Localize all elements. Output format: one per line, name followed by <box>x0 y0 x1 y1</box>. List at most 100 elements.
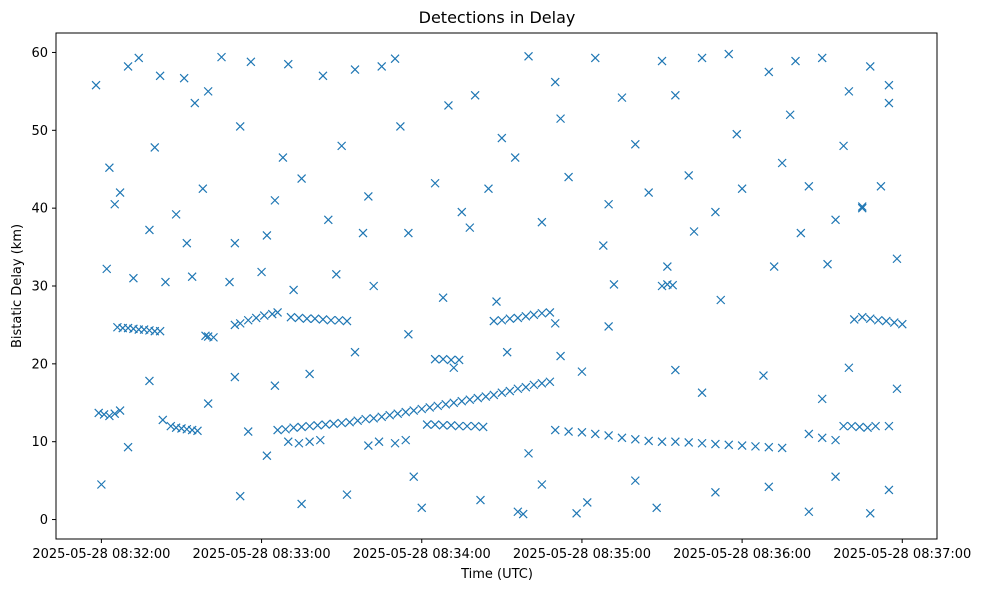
data-point <box>492 297 501 306</box>
data-point <box>262 451 272 461</box>
data-point <box>198 184 208 194</box>
data-point <box>889 318 899 328</box>
data-point <box>353 416 363 426</box>
data-point <box>363 441 373 451</box>
data-point <box>267 309 277 319</box>
data-point <box>529 310 539 320</box>
data-point <box>179 73 189 83</box>
data-point <box>417 404 427 414</box>
data-point <box>438 293 448 303</box>
data-point <box>203 86 213 96</box>
data-point <box>604 431 614 440</box>
data-point <box>831 472 840 482</box>
data-point <box>652 503 662 513</box>
x-tick-label: 2025-05-28 08:33:00 <box>193 547 331 562</box>
data-point <box>529 380 539 390</box>
data-point <box>281 424 291 434</box>
points-layer <box>91 49 907 519</box>
data-point <box>473 393 483 403</box>
y-tick-label: 20 <box>31 357 48 372</box>
data-point <box>481 392 491 401</box>
data-point <box>273 425 283 435</box>
data-point <box>857 202 867 212</box>
data-point <box>425 403 435 412</box>
data-point <box>422 420 432 429</box>
y-tick-label: 0 <box>40 513 48 528</box>
data-point <box>839 421 848 431</box>
data-point <box>630 476 640 486</box>
data-point <box>182 238 192 248</box>
data-point <box>150 143 160 152</box>
data-point <box>697 438 707 448</box>
data-point <box>251 313 261 323</box>
data-point <box>844 363 854 373</box>
data-point <box>844 86 854 96</box>
data-point <box>697 53 707 63</box>
data-point <box>484 184 493 194</box>
data-point <box>134 53 144 63</box>
data-point <box>577 367 587 377</box>
data-point <box>393 409 403 419</box>
x-axis: 2025-05-28 08:32:00 2025-05-28 08:33:00 20… <box>32 539 971 562</box>
data-point <box>831 215 840 225</box>
data-point <box>246 57 256 67</box>
data-point <box>892 254 902 264</box>
data-point <box>564 427 574 436</box>
x-tick-label: 2025-05-28 08:37:00 <box>833 547 971 562</box>
data-point <box>497 315 507 325</box>
data-point <box>865 62 875 71</box>
data-point <box>847 421 856 431</box>
data-point <box>724 49 734 59</box>
data-point <box>171 209 181 219</box>
data-point <box>305 369 315 379</box>
data-point <box>230 372 240 382</box>
data-point <box>104 163 114 173</box>
data-point <box>489 390 499 400</box>
data-point <box>524 448 533 458</box>
data-point <box>759 371 768 380</box>
data-point <box>155 326 165 336</box>
data-point <box>278 153 288 162</box>
data-point <box>670 437 680 447</box>
data-point <box>863 423 873 433</box>
data-point <box>433 401 443 411</box>
data-point <box>323 215 333 225</box>
data-point <box>609 280 619 289</box>
data-point <box>881 316 891 326</box>
data-point <box>190 98 200 108</box>
data-point <box>662 262 672 271</box>
data-point <box>617 433 627 443</box>
data-point <box>361 414 371 424</box>
data-point <box>518 509 528 519</box>
data-point <box>465 395 475 405</box>
data-point <box>358 228 368 238</box>
data-point <box>454 355 464 365</box>
data-point <box>777 158 787 168</box>
data-point <box>764 67 774 77</box>
data-point <box>657 437 667 447</box>
data-point <box>873 315 883 325</box>
data-point <box>409 406 419 415</box>
data-point <box>857 203 867 213</box>
data-point <box>96 480 106 489</box>
data-point <box>892 384 902 394</box>
data-point <box>817 433 827 443</box>
x-tick-label: 2025-05-28 08:34:00 <box>353 547 491 562</box>
data-point <box>521 382 531 392</box>
data-point <box>831 435 840 445</box>
data-point <box>430 178 440 188</box>
data-point <box>510 153 520 162</box>
data-point <box>257 267 266 277</box>
data-point <box>876 181 886 191</box>
data-point <box>385 410 395 420</box>
data-point <box>318 71 328 81</box>
data-point <box>470 90 480 100</box>
data-point <box>796 228 806 238</box>
data-point <box>374 437 384 447</box>
data-point <box>395 121 405 131</box>
data-point <box>644 436 654 446</box>
data-point <box>449 398 459 408</box>
data-point <box>334 315 344 325</box>
x-tick-label: 2025-05-28 08:36:00 <box>673 547 811 562</box>
